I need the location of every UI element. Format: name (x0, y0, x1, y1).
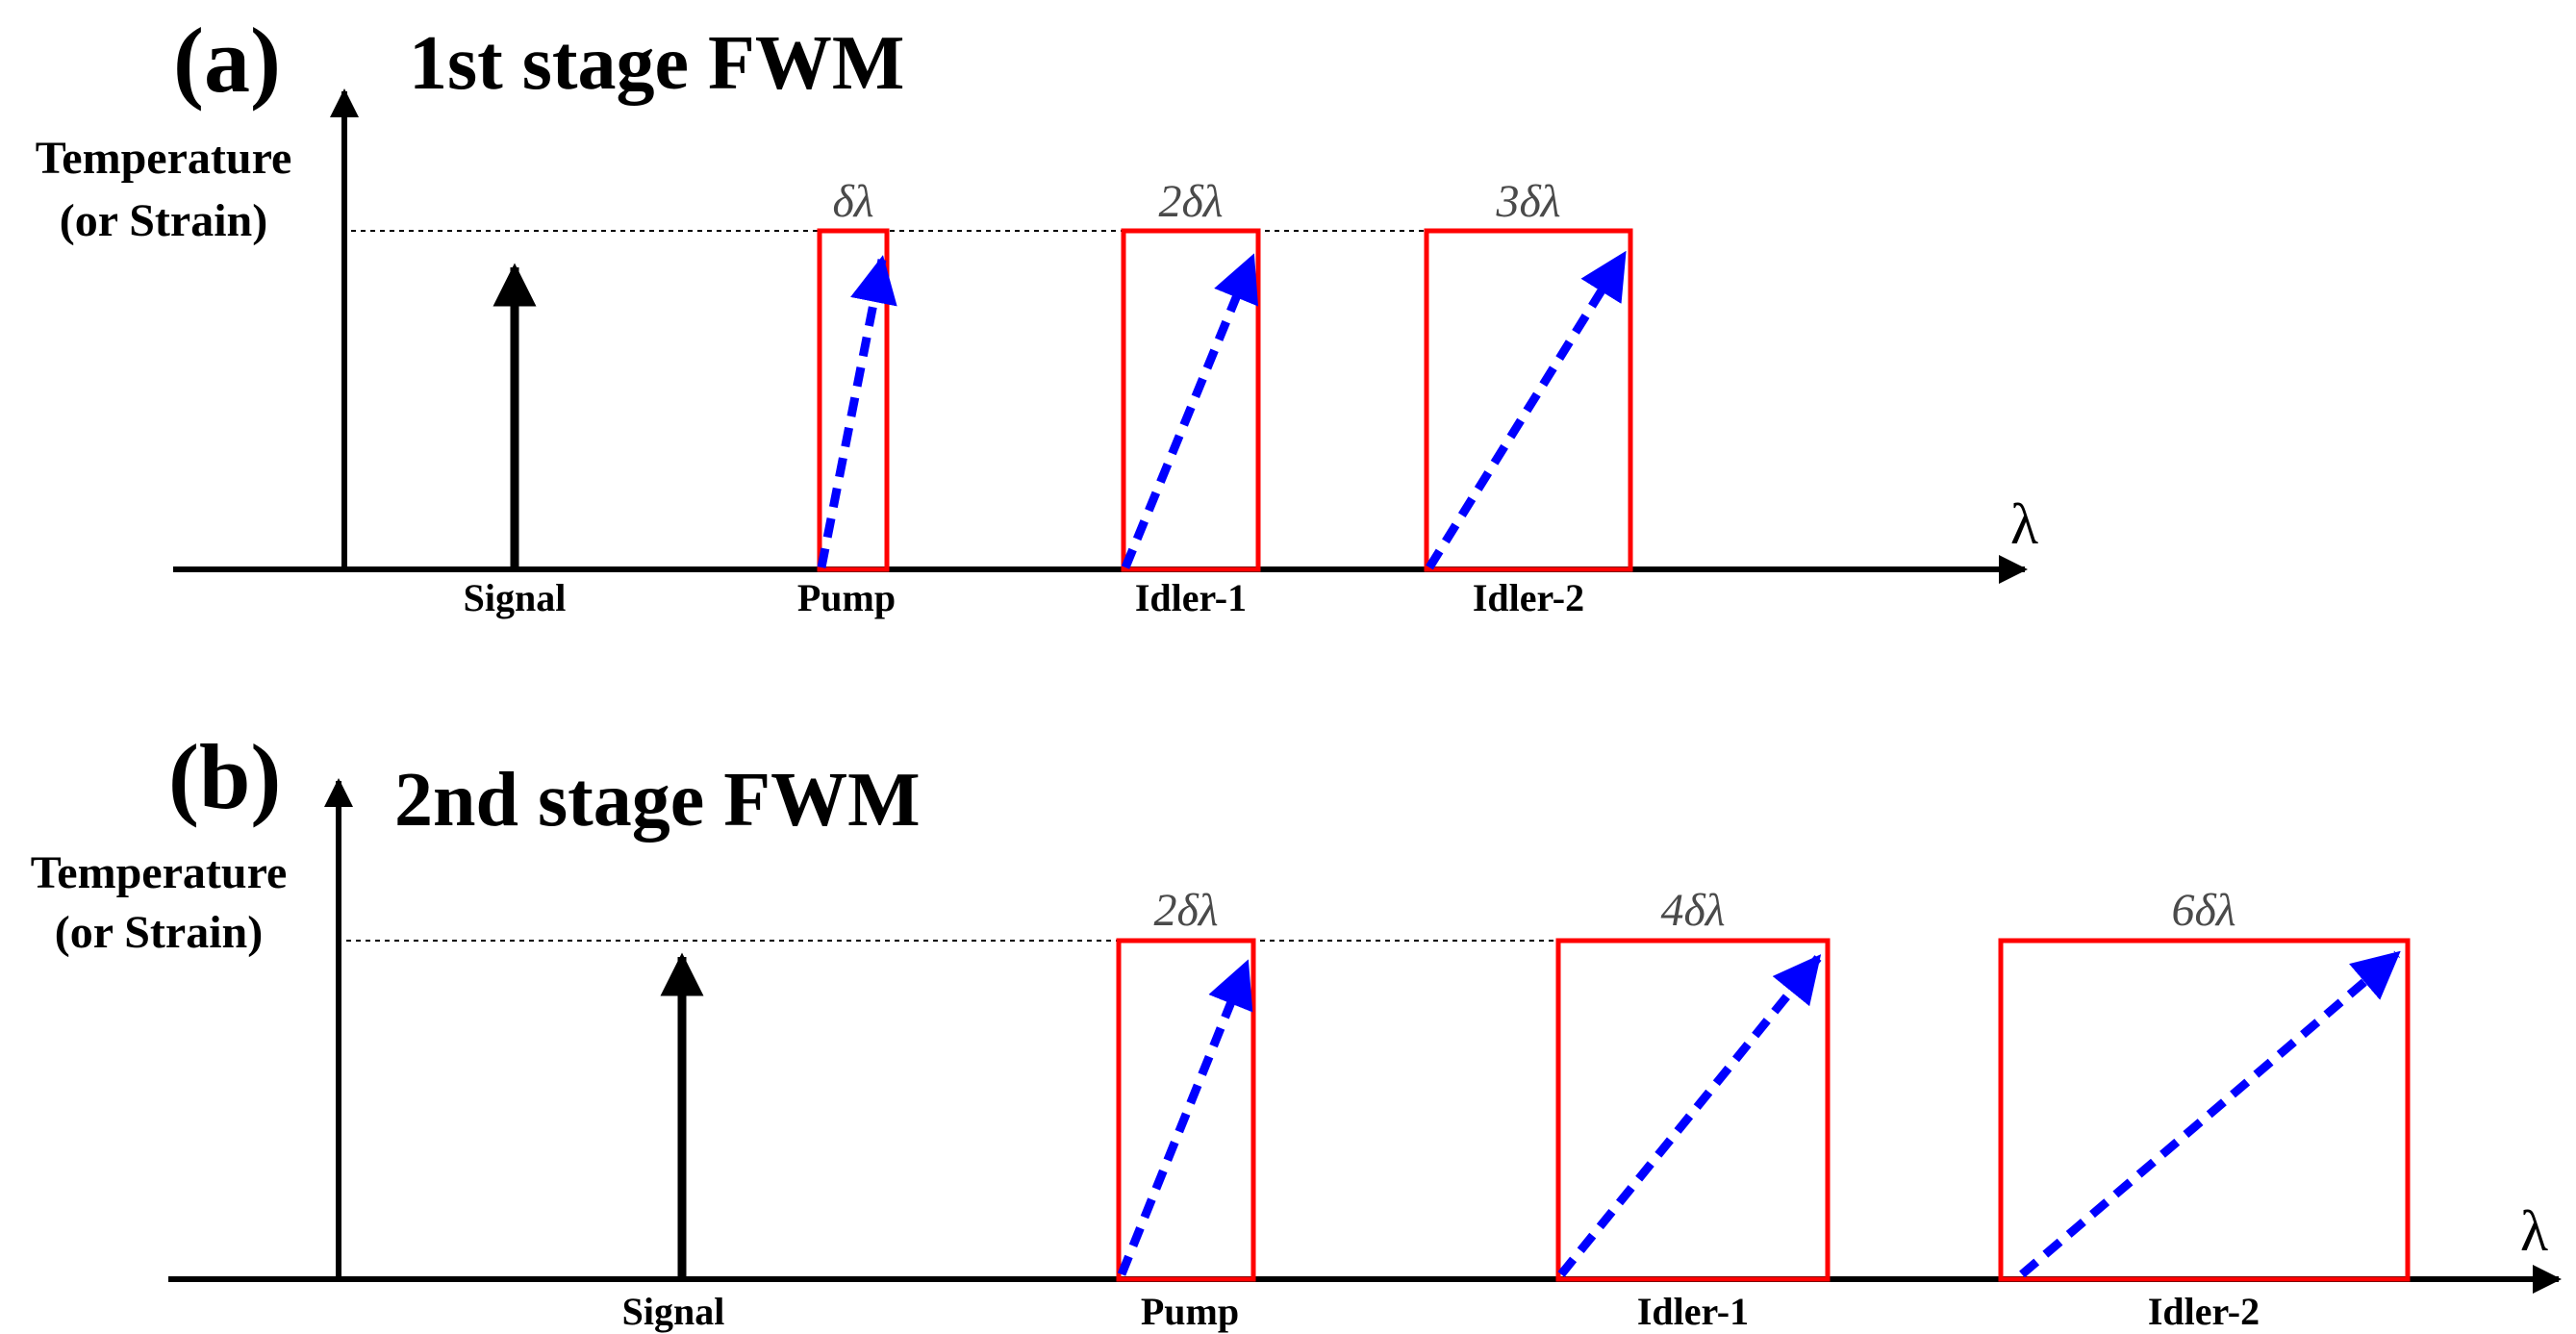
panel-b-ylabel-line2: (or Strain) (55, 907, 263, 958)
panel-b-idler1-box (1555, 938, 1831, 1282)
panel-b-x-axis-symbol: λ (2520, 1199, 2548, 1263)
panel-a-idler2-shift-arrow (1426, 250, 1628, 570)
panel-b-pump-label: Pump (1141, 1290, 1239, 1333)
panel-a-x-axis-symbol: λ (2010, 492, 2038, 556)
panel-a: (a) 1st stage FWM Temperature (or Strain… (36, 9, 2038, 619)
panel-a-title: 1st stage FWM (409, 21, 904, 106)
panel-a-pump-box (817, 228, 890, 572)
panel-b: (b) 2nd stage FWM Temperature (or Strain… (31, 725, 2562, 1333)
panel-b-idler1-label: Idler-1 (1637, 1290, 1749, 1333)
panel-b-pump-box (1116, 938, 1256, 1282)
panel-a-idler2-width-label: 3δλ (1495, 176, 1560, 227)
panel-b-idler2-shift-arrow (2019, 950, 2401, 1278)
panel-a-idler1-label: Idler-1 (1135, 576, 1247, 619)
panel-b-idler1-width-label: 4δλ (1660, 885, 1725, 936)
panel-b-signal-label: Signal (622, 1290, 725, 1333)
panel-a-idler1-shift-arrow (1121, 253, 1259, 569)
panel-a-ylabel-line2: (or Strain) (60, 195, 267, 246)
panel-b-idler2-box (1998, 938, 2411, 1282)
panel-a-pump-shift-arrow (817, 255, 897, 568)
panel-a-idler1-width-label: 2δλ (1158, 176, 1223, 227)
panel-b-title: 2nd stage FWM (394, 758, 921, 843)
panel-b-pump-width-label: 2δλ (1153, 885, 1218, 936)
panel-a-idler2-label: Idler-2 (1473, 576, 1584, 619)
panel-a-letter: (a) (173, 9, 281, 112)
panel-b-ylabel-line1: Temperature (31, 847, 288, 898)
panel-a-pump-label: Pump (797, 576, 896, 619)
panel-b-idler2-width-label: 6δλ (2171, 885, 2235, 936)
panel-a-pump-width-label: δλ (832, 176, 873, 227)
panel-b-idler1-shift-arrow (1557, 954, 1822, 1277)
panel-b-idler2-label: Idler-2 (2148, 1290, 2260, 1333)
panel-a-signal-label: Signal (464, 576, 567, 619)
panel-b-pump-shift-arrow (1117, 959, 1253, 1276)
panel-a-idler2-box (1424, 228, 1633, 572)
panel-b-letter: (b) (168, 725, 281, 828)
panel-a-ylabel-line1: Temperature (36, 133, 292, 184)
panel-a-idler1-box (1121, 228, 1261, 572)
